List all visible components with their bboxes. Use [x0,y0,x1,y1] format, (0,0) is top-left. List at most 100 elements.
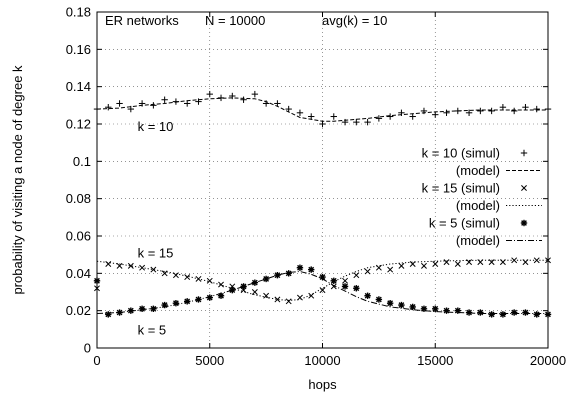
y-tick-label: 0 [84,341,91,356]
point-star [353,285,360,292]
x-tick-label: 0 [93,353,100,368]
point-plus [161,96,168,103]
point-star [296,264,304,271]
point-cross [308,292,315,299]
legend-entry: k = 5 (simul) [429,216,528,231]
x-tick-label: 15000 [417,353,453,368]
point-cross [172,272,179,279]
point-plus [398,109,405,116]
point-cross [432,261,439,267]
point-star [364,292,371,299]
point-plus [138,100,146,107]
point-star [150,305,157,312]
legend-entry: (model) [456,198,542,213]
point-plus [206,90,213,98]
point-star [499,311,507,318]
point-cross [364,268,371,275]
header-layer: ER networks N = 10000 avg(k) = 10 [105,13,387,28]
point-plus [116,100,123,107]
header-text: ER networks [105,13,179,28]
point-star [375,296,383,303]
point-cross [387,266,394,273]
point-cross [116,262,123,269]
y-tick-label: 0.08 [66,191,91,206]
point-plus [465,109,473,116]
point-cross [105,261,112,267]
x-tick-label: 5000 [195,353,224,368]
point-plus [375,115,383,122]
point-cross [466,259,473,266]
point-star [522,309,529,316]
point-plus [386,113,394,120]
point-plus [240,96,247,103]
point-cross [454,261,461,267]
x-tick-label: 10000 [304,353,340,368]
y-tick-label: 0.04 [66,266,91,281]
point-plus [319,120,326,128]
point-cross [206,277,213,284]
grid-layer [97,12,548,348]
point-star [443,307,450,314]
legend-label: k = 15 (simul) [422,181,500,196]
point-star [477,309,484,316]
point-cross [353,272,360,279]
point-star [420,305,428,312]
point-cross [263,292,270,299]
point-cross [274,296,281,303]
point-star [105,311,112,318]
point-cross [522,259,529,266]
header-text: N = 10000 [205,13,265,28]
point-plus [150,102,157,109]
y-tick-label: 0.06 [66,229,91,244]
point-star [319,273,326,281]
point-cross [251,289,258,295]
legend-label: (model) [456,198,500,213]
point-plus [296,109,304,116]
tick-layer: 0 0.02 0.04 0.06 0.08 0.1 0.12 0.14 0.16 0.18 0 500… [66,5,566,369]
header-text: avg(k) = 10 [322,13,387,28]
point-star [172,300,180,307]
x-tick-label: 20000 [530,353,566,368]
point-star [184,298,191,305]
y-tick-label: 0.18 [66,5,91,20]
point-plus [510,107,518,115]
legend-label: k = 5 (simul) [429,216,500,231]
point-cross [285,298,292,305]
point-star [274,272,281,279]
legend-label: (model) [456,163,500,178]
point-star [465,309,473,316]
legend-marker-plus [520,149,528,157]
legend-label: (model) [456,233,500,248]
point-star [229,286,236,294]
point-star [432,305,439,312]
point-plus [330,113,337,120]
point-star [262,275,270,283]
point-cross [139,264,146,271]
point-plus [217,94,225,102]
point-cross [296,294,303,301]
point-cross [398,262,405,269]
curve-annotation: k = 10 [138,119,174,134]
point-star [341,283,349,290]
point-star [206,294,213,301]
point-plus [127,105,135,113]
legend-layer: k = 10 (simul) (model) k = 15 (simul) (mode… [422,146,542,248]
point-plus [454,107,461,115]
point-plus [195,98,202,105]
legend-marker-cross [521,185,527,191]
point-star [488,311,495,318]
point-star [127,307,135,314]
point-star [161,301,168,309]
point-plus [488,107,495,115]
point-plus [443,109,450,116]
point-plus [172,98,180,105]
point-star [386,300,394,307]
y-tick-label: 0.16 [66,42,91,57]
point-star [533,311,540,318]
point-cross [375,264,382,271]
point-cross [330,283,337,290]
point-plus [499,104,507,111]
legend-label: k = 10 (simul) [422,146,500,161]
point-plus [432,111,439,118]
point-cross [533,257,540,264]
